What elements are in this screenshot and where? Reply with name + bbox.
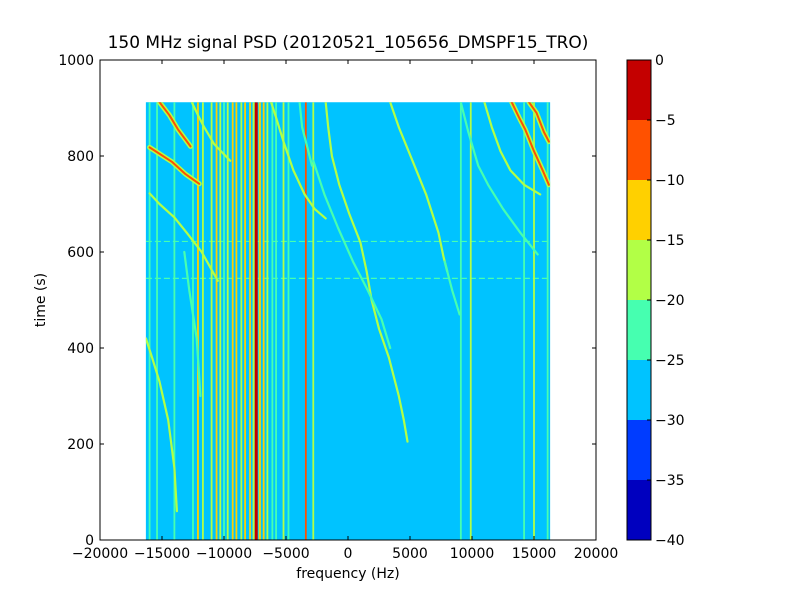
y-tick-label: 800	[67, 149, 94, 165]
colorbar-tick-label: −20	[655, 293, 685, 309]
doppler-trace	[183, 250, 202, 398]
colorbar-tick-label: −15	[655, 233, 685, 249]
x-tick-label: −15000	[134, 546, 190, 562]
x-tick-label: −10000	[196, 546, 252, 562]
colorbar-band	[627, 120, 651, 180]
colorbar-band	[627, 360, 651, 420]
doppler-trace	[270, 102, 327, 220]
doppler-trace	[148, 192, 219, 282]
doppler-trace	[145, 337, 178, 513]
colorbar-band	[627, 420, 651, 480]
y-tick-label: 400	[67, 341, 94, 357]
x-tick-label: 15000	[512, 546, 557, 562]
y-axis-label: time (s)	[33, 273, 49, 327]
colorbar-tick-label: −35	[655, 473, 685, 489]
doppler-trace	[483, 102, 542, 196]
y-tick-label: 1000	[58, 53, 94, 69]
colorbar-tick-label: 0	[655, 53, 664, 69]
x-tick-label: 5000	[392, 546, 428, 562]
colorbar-tick-label: −10	[655, 173, 685, 189]
doppler-trace	[528, 102, 550, 143]
x-tick-label: −5000	[262, 546, 309, 562]
x-tick-label: 20000	[574, 546, 619, 562]
colorbar-band	[627, 300, 651, 360]
doppler-trace	[324, 102, 409, 443]
colorbar-band	[627, 60, 651, 120]
x-axis-label: frequency (Hz)	[296, 566, 399, 582]
colorbar-tick-label: −30	[655, 413, 685, 429]
doppler-trace	[158, 102, 192, 148]
colorbar-band	[627, 240, 651, 300]
chart-title: 150 MHz signal PSD (20120521_105656_DMSP…	[108, 33, 589, 53]
x-tick-label: 0	[344, 546, 353, 562]
doppler-trace	[459, 102, 539, 256]
y-tick-label: 200	[67, 437, 94, 453]
colorbar-tick-label: −5	[655, 113, 676, 129]
doppler-trace	[312, 159, 392, 350]
x-tick-label: 10000	[450, 546, 495, 562]
colorbar-tick-label: −25	[655, 353, 685, 369]
colorbar: 0 −5 −10 −15 −20 −25 −30 −35 −40	[626, 53, 685, 549]
plot-layer: −20000 −15000 −10000 −5000 0 5000 10000 15000 20…	[58, 53, 618, 562]
colorbar-band	[627, 180, 651, 240]
colorbar-band	[627, 480, 651, 540]
heatmap-traces	[145, 102, 551, 540]
y-tick-label: 600	[67, 245, 94, 261]
doppler-trace	[389, 102, 449, 273]
doppler-trace	[298, 102, 314, 167]
doppler-trace	[148, 146, 201, 185]
colorbar-tick-label: −40	[655, 533, 685, 549]
heatmap-field	[145, 102, 551, 541]
doppler-trace	[443, 260, 461, 316]
x-tick-label: −20000	[72, 546, 128, 562]
doppler-trace	[510, 102, 550, 186]
y-tick-label: 0	[85, 533, 94, 549]
doppler-trace	[190, 102, 232, 162]
